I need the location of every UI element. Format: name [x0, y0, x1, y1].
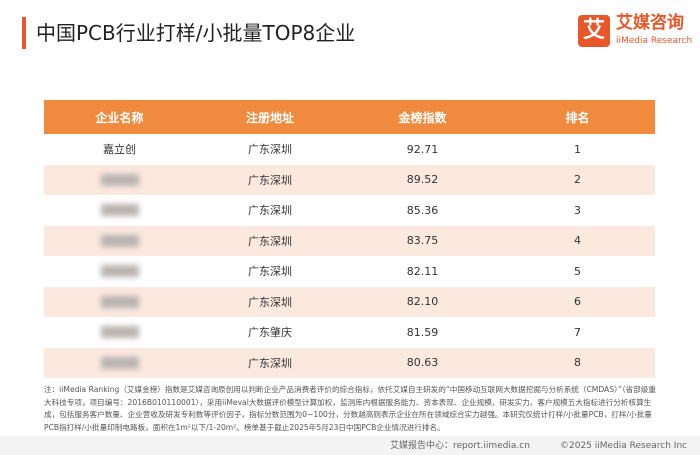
- cell-name: 嘉立创: [103, 143, 136, 157]
- cell-name: [44, 287, 195, 318]
- footer-source: 艾媒报告中心：report.iimedia.cn: [390, 441, 530, 451]
- cell-rank: 5: [574, 264, 581, 278]
- table-row: 广东深圳 83.75 4: [44, 225, 655, 257]
- cell-score: 83.75: [406, 234, 439, 248]
- cell-location: 广东深圳: [248, 356, 292, 370]
- cell-location: 广东深圳: [248, 265, 292, 279]
- logo-sub: iiMedia Research: [616, 36, 693, 46]
- footer-bar: [0, 436, 700, 455]
- blurred-name: [100, 234, 139, 247]
- footnote: 注：iiMedia Ranking（艾媒金榜）指数是艾媒咨询原创用以判断企业产品…: [44, 385, 656, 432]
- table-row: 广东深圳 82.11 5: [44, 256, 655, 287]
- cell-rank: 6: [574, 295, 581, 309]
- column-header: 企业名称: [95, 110, 144, 125]
- cell-score: 85.36: [406, 203, 439, 217]
- cell-score: 92.71: [406, 142, 439, 156]
- cell-location: 广东深圳: [248, 173, 292, 187]
- cell-score: 80.63: [406, 356, 439, 370]
- cell-name: [44, 195, 195, 226]
- table-row: 广东肇庆 81.59 7: [44, 317, 655, 348]
- table-row: 嘉立创 广东深圳 92.71 1: [44, 134, 655, 165]
- blurred-name: [100, 295, 139, 308]
- footer-copyright: ©2025 iiMedia Research Inc: [560, 441, 688, 451]
- cell-location: 广东肇庆: [248, 326, 292, 340]
- cell-score: 82.11: [406, 264, 439, 278]
- cell-location: 广东深圳: [248, 143, 292, 157]
- cell-name: [44, 317, 195, 348]
- cell-name: [44, 348, 195, 379]
- cell-rank: 3: [574, 203, 581, 217]
- blurred-name: [100, 326, 139, 339]
- column-header: 注册地址: [245, 110, 294, 125]
- cell-name: [44, 226, 195, 257]
- logo-name: 艾媒咨询: [616, 13, 684, 33]
- title: 中国PCB行业打样/小批量TOP8企业: [36, 21, 356, 45]
- blurred-name: [100, 356, 139, 369]
- cell-location: 广东深圳: [248, 204, 292, 218]
- blurred-name: [100, 265, 139, 278]
- cell-name: [44, 165, 195, 196]
- cell-rank: 2: [574, 173, 581, 187]
- cell-location: 广东深圳: [248, 295, 292, 309]
- table-row: 广东深圳 82.10 6: [44, 286, 655, 318]
- column-header: 排名: [565, 110, 590, 125]
- logo-icon: 艾: [578, 15, 610, 47]
- column-header: 金榜指数: [398, 110, 447, 125]
- title-bar: [22, 17, 26, 49]
- blurred-name: [100, 204, 139, 217]
- table-row: 广东深圳 80.63 8: [44, 347, 655, 379]
- cell-score: 82.10: [406, 295, 439, 309]
- cell-score: 81.59: [406, 325, 439, 339]
- blurred-name: [100, 173, 139, 186]
- cell-location: 广东深圳: [248, 234, 292, 248]
- cell-rank: 4: [574, 234, 581, 248]
- cell-name: [44, 256, 195, 287]
- table-row: 广东深圳 89.52 2: [44, 164, 655, 196]
- cell-rank: 1: [574, 142, 581, 156]
- header-row: 企业名称 注册地址 金榜指数 排名: [44, 100, 655, 134]
- cell-rank: 7: [574, 325, 581, 339]
- table-row: 广东深圳 85.36 3: [44, 195, 655, 226]
- cell-rank: 8: [574, 356, 581, 370]
- table: 企业名称 注册地址 金榜指数 排名 嘉立创 广东深圳 92.71 1 广东深圳 89.52 2 广东深…: [44, 100, 655, 378]
- cell-score: 89.52: [406, 173, 439, 187]
